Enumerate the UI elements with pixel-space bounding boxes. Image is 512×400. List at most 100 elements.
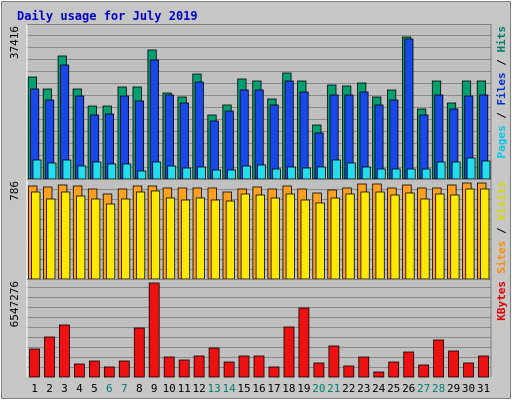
bar-files-day-19 [299, 91, 309, 180]
bar-sites-day-31 [480, 188, 490, 280]
bar-kbytes-day-26 [403, 351, 415, 378]
legend-hits: Pages / Files / Hits [495, 26, 508, 159]
x-tick-label-day-20: 20 [312, 382, 325, 395]
legend-entry-hits-0: Pages [495, 125, 508, 158]
bars-visits [27, 182, 490, 280]
bar-sites-day-19 [300, 199, 310, 280]
x-tick-label-day-8: 8 [136, 382, 143, 395]
bar-sites-day-30 [465, 188, 475, 280]
bar-pages-day-28 [436, 161, 446, 180]
bar-kbytes-day-3 [59, 324, 70, 378]
bar-kbytes-day-7 [118, 360, 130, 378]
x-tick-label-day-7: 7 [121, 382, 128, 395]
bar-files-day-14 [224, 110, 234, 180]
bar-sites-day-14 [225, 200, 235, 280]
bar-kbytes-day-5 [89, 360, 100, 378]
bar-pages-day-11 [182, 167, 192, 180]
bar-pages-day-17 [272, 168, 281, 180]
panel-visits: 786 Sites / Visits [8, 179, 508, 280]
bar-kbytes-day-23 [358, 356, 370, 378]
bar-pages-day-26 [406, 168, 416, 180]
bar-kbytes-day-12 [193, 355, 205, 378]
bar-sites-day-4 [76, 195, 86, 280]
bar-kbytes-day-11 [178, 359, 190, 378]
bar-files-day-8 [134, 100, 144, 180]
y-max-label-visits: 786 [8, 181, 21, 201]
bars-hits [27, 36, 491, 180]
bar-kbytes-day-6 [103, 366, 115, 378]
x-tick-label-day-14: 14 [222, 382, 236, 395]
x-tick-label-day-30: 30 [462, 382, 475, 395]
bar-pages-day-3 [62, 159, 72, 180]
bar-kbytes-day-4 [74, 363, 85, 378]
bar-kbytes-day-31 [478, 355, 489, 378]
x-tick-label-day-27: 27 [417, 382, 430, 395]
bar-pages-day-24 [376, 168, 386, 180]
bar-pages-day-25 [391, 168, 401, 180]
bar-sites-day-1 [31, 191, 41, 280]
x-tick-label-day-29: 29 [447, 382, 460, 395]
bar-pages-day-15 [242, 165, 251, 180]
bar-kbytes-day-29 [448, 350, 460, 378]
bar-sites-day-20 [315, 202, 325, 280]
legend-entry-visits-2: Visits [495, 181, 508, 221]
bar-sites-day-23 [360, 191, 370, 280]
bar-pages-day-29 [451, 161, 461, 180]
bar-sites-day-25 [390, 194, 400, 280]
panel-kbytes: 6547276 KBytes [8, 279, 508, 378]
bar-kbytes-day-18 [283, 326, 295, 378]
bar-sites-day-3 [61, 191, 71, 280]
x-tick-label-day-28: 28 [432, 382, 445, 395]
x-tick-label-day-10: 10 [163, 382, 176, 395]
x-tick-label-day-23: 23 [357, 382, 370, 395]
y-max-label-hits: 37416 [8, 26, 21, 59]
panel-hits: 37416 Pages / Files / Hits [8, 24, 508, 180]
bar-pages-day-20 [316, 166, 326, 180]
bar-sites-day-17 [270, 197, 280, 280]
bar-kbytes-day-24 [373, 371, 385, 378]
legend-entry-kbytes-0: KBytes [495, 281, 508, 321]
bar-files-day-25 [389, 99, 399, 180]
x-tick-label-day-9: 9 [151, 382, 158, 395]
bar-pages-day-12 [197, 166, 207, 180]
bar-sites-day-5 [91, 198, 101, 280]
bar-pages-day-31 [481, 160, 491, 180]
bar-pages-day-14 [227, 169, 237, 180]
chart-title: Daily usage for July 2019 [17, 9, 198, 23]
x-tick-label-day-16: 16 [252, 382, 265, 395]
bar-sites-day-21 [330, 197, 340, 280]
legend-entry-hits-4: Hits [495, 26, 508, 53]
bar-kbytes-day-2 [44, 336, 55, 378]
legend-entry-hits-2: Files [495, 72, 508, 105]
bar-sites-day-12 [195, 197, 205, 280]
bar-kbytes-day-8 [133, 327, 145, 378]
x-tick-label-day-26: 26 [402, 382, 415, 395]
bar-files-day-23 [359, 91, 369, 180]
bar-kbytes-day-27 [418, 364, 430, 378]
bar-files-day-12 [194, 81, 204, 180]
x-tick-label-day-21: 21 [327, 382, 340, 395]
bar-sites-day-27 [420, 198, 430, 280]
legend-visits: Sites / Visits [495, 181, 508, 274]
x-tick-label-day-5: 5 [91, 382, 98, 395]
bar-sites-day-9 [150, 190, 161, 280]
x-tick-label-day-18: 18 [282, 382, 295, 395]
bar-sites-day-28 [435, 193, 445, 280]
bar-sites-day-13 [210, 199, 220, 280]
bar-pages-day-8 [137, 170, 147, 180]
x-tick-label-day-3: 3 [61, 382, 68, 395]
x-tick-label-day-17: 17 [267, 382, 280, 395]
bar-pages-day-19 [301, 167, 311, 180]
x-tick-label-day-13: 13 [207, 382, 220, 395]
bar-sites-day-18 [285, 193, 295, 280]
bar-kbytes-day-17 [268, 366, 280, 378]
bar-pages-day-2 [47, 162, 57, 180]
bar-kbytes-day-28 [433, 339, 445, 378]
bar-pages-day-10 [167, 165, 177, 180]
legend-entry-visits-0: Sites [495, 241, 508, 274]
x-tick-label-day-11: 11 [178, 382, 191, 395]
x-tick-label-day-31: 31 [477, 382, 490, 395]
bar-kbytes-day-25 [388, 361, 400, 378]
legend-entry-visits-1: / [495, 221, 508, 241]
